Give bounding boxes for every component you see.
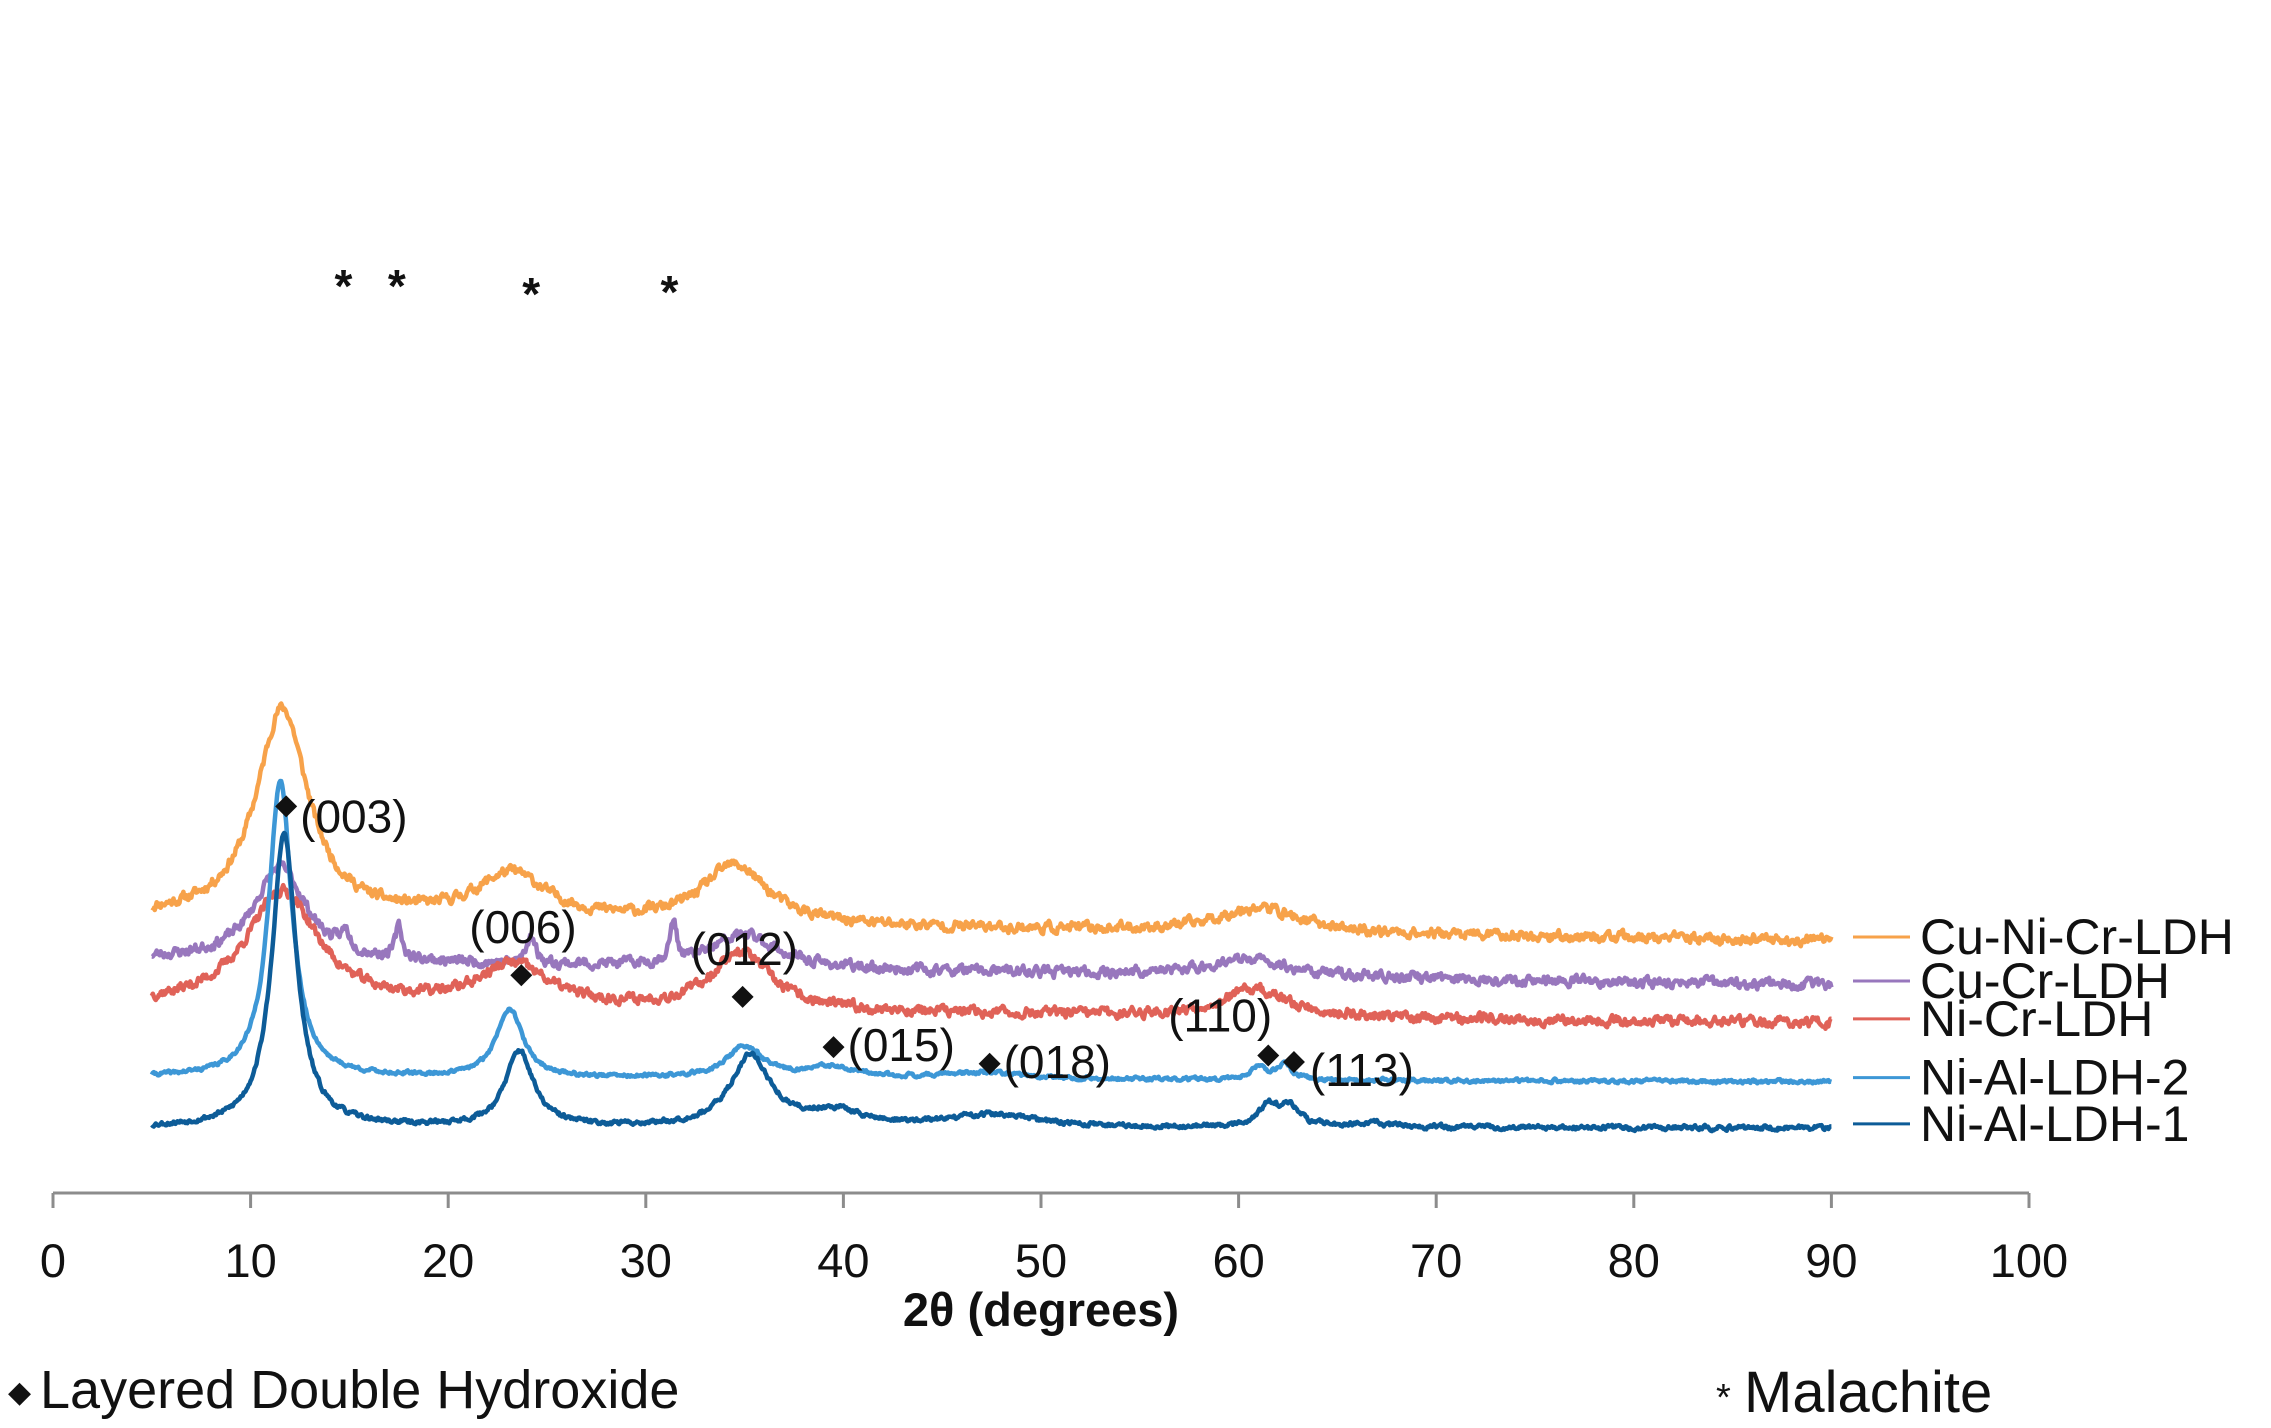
legend-malachite: * Malachite (1716, 1360, 1992, 1425)
series-label: Ni-Cr-LDH (1920, 991, 2153, 1047)
legend-malachite-symbol: * (1716, 1377, 1731, 1419)
hkl-label: (110) (1168, 990, 1272, 1042)
malachite-star-marker: * (388, 260, 406, 312)
x-tick-label: 10 (224, 1234, 276, 1287)
x-tick-label: 80 (1608, 1234, 1660, 1287)
x-ticks (51, 1193, 2031, 1208)
series-line (149, 778, 1833, 1086)
hkl-label: (018) (1004, 1036, 1111, 1088)
series-label: Cu-Ni-Cr-LDH (1920, 909, 2234, 965)
series-labels: Cu-Ni-Cr-LDHCu-Cr-LDHNi-Cr-LDHNi-Al-LDH-… (1853, 909, 2234, 1152)
series-label: Ni-Al-LDH-2 (1920, 1050, 2189, 1106)
series-line (150, 830, 1833, 1134)
legend-ldh-label: Layered Double Hydroxide (40, 1360, 679, 1420)
hkl-annotations: (003) (006) (012) (015) (018) (110) (113) (275, 790, 1414, 1096)
legend-malachite-label: Malachite (1744, 1360, 1992, 1425)
series-traces (149, 701, 1834, 1134)
x-tick-label: 70 (1410, 1234, 1462, 1287)
x-tick-label: 40 (817, 1234, 869, 1287)
x-tick-label: 0 (40, 1234, 66, 1287)
hkl-label: (003) (300, 790, 407, 842)
x-tick-label: 20 (422, 1234, 474, 1287)
x-tick-label: 30 (620, 1234, 672, 1287)
malachite-star-marker: * (661, 266, 679, 318)
series-label: Cu-Cr-LDH (1920, 953, 2170, 1009)
legend-ldh-symbol: ◆ (8, 1375, 31, 1410)
x-tick-label: 60 (1212, 1234, 1264, 1287)
ldh-diamond-marker (510, 964, 533, 987)
ldh-diamond-marker (275, 795, 298, 818)
x-tick-label: 50 (1015, 1234, 1067, 1287)
x-axis: 0 10 20 30 40 50 60 70 80 90 100 (40, 1191, 2068, 1287)
ldh-diamond-marker (978, 1052, 1001, 1075)
ldh-diamond-marker (731, 985, 754, 1008)
series-line (150, 701, 1834, 949)
series-label: Ni-Al-LDH-1 (1920, 1096, 2189, 1152)
ldh-diamond-marker (1282, 1050, 1305, 1073)
hkl-label: (015) (848, 1019, 955, 1071)
malachite-star-marker: * (522, 268, 540, 320)
ldh-diamond-marker (822, 1036, 845, 1059)
series-line (149, 882, 1833, 1031)
x-tick-labels: 0 10 20 30 40 50 60 70 80 90 100 (40, 1234, 2068, 1287)
x-tick-label: 90 (1805, 1234, 1857, 1287)
x-axis-title: 2θ (degrees) (903, 1283, 1179, 1336)
series-line (150, 858, 1834, 992)
legend-ldh: ◆ Layered Double Hydroxide (8, 1360, 679, 1420)
x-tick-label: 100 (1990, 1234, 2068, 1287)
hkl-label: (012) (691, 923, 798, 975)
ldh-diamond-marker (1257, 1044, 1280, 1067)
malachite-markers: * * * * (335, 260, 679, 320)
hkl-label: (006) (469, 901, 576, 953)
malachite-star-marker: * (335, 260, 353, 312)
hkl-label: (113) (1310, 1044, 1414, 1096)
